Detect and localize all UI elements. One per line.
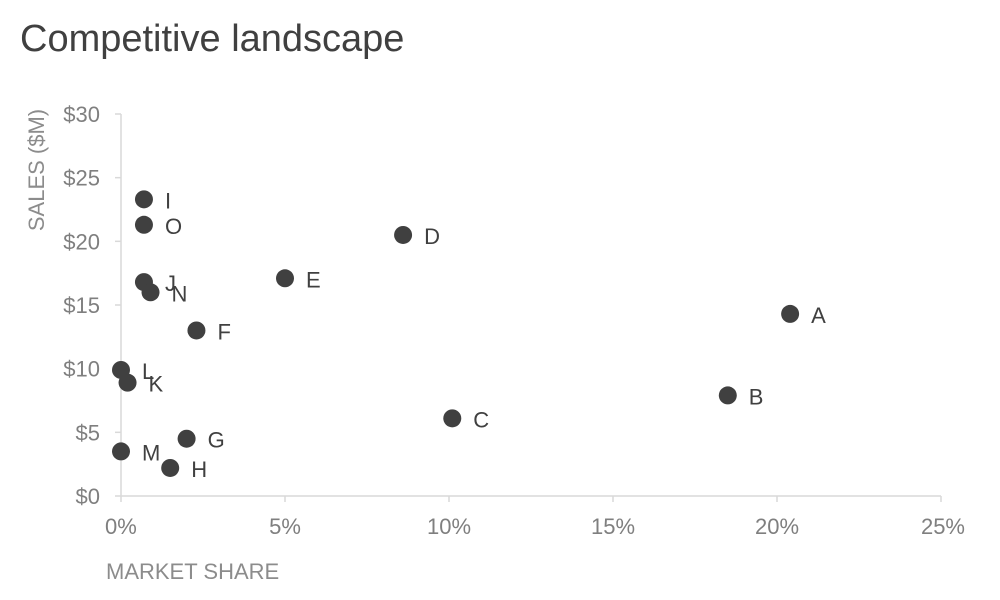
x-axis-title: MARKET SHARE [106,559,279,584]
data-point-g [177,429,196,448]
point-label-i: I [165,188,171,213]
y-tick-label: $25 [63,166,100,191]
data-point-l [112,360,130,379]
chart-title: Competitive landscape [20,18,405,60]
y-tick-label: $10 [63,357,100,382]
point-label-a: A [811,303,826,328]
data-point-f [187,321,206,340]
data-point-m [112,442,130,461]
data-point-o [134,215,153,234]
point-label-b: B [749,384,764,409]
x-tick-label: 0% [105,514,137,539]
x-tick-label: 25% [921,514,965,539]
data-point-e [276,269,294,288]
point-label-c: C [473,407,489,432]
y-tick-label: $20 [63,229,100,254]
data-point-c [443,409,462,428]
y-tick-labels: $0 $5 $10 $15 $20 $25 $30 [63,102,100,509]
y-axis-title: SALES ($M) [24,109,49,231]
point-label-d: D [424,224,440,249]
point-label-m: M [142,440,160,465]
point-label-h: H [191,457,207,482]
point-label-o: O [165,214,182,239]
axes [115,113,942,502]
data-point-a [781,304,800,323]
x-tick-label: 20% [755,514,799,539]
data-point-b [718,386,737,405]
y-tick-label: $30 [63,102,100,127]
data-point-i [134,190,153,209]
point-label-f: F [217,319,230,344]
y-tick-label: $0 [76,484,100,509]
point-label-g: G [208,428,225,453]
point-label-j: J [165,271,176,296]
x-tick-labels: 0% 5% 10% 15% 20% 25% [105,514,965,539]
x-tick-label: 15% [591,514,635,539]
x-tick-label: 5% [269,514,301,539]
data-point-h [161,458,180,477]
point-label-k: K [149,372,164,397]
data-points [112,190,800,477]
point-label-n: N [172,281,188,306]
point-label-e: E [306,267,321,292]
data-point-d [394,225,413,244]
point-labels: A B C D E F GH I J KL M N O [142,188,826,482]
y-tick-label: $15 [63,293,100,318]
point-label-l: L [142,359,154,384]
data-point-n [141,283,160,302]
y-tick-label: $5 [76,420,100,445]
x-tick-label: 10% [427,514,471,539]
